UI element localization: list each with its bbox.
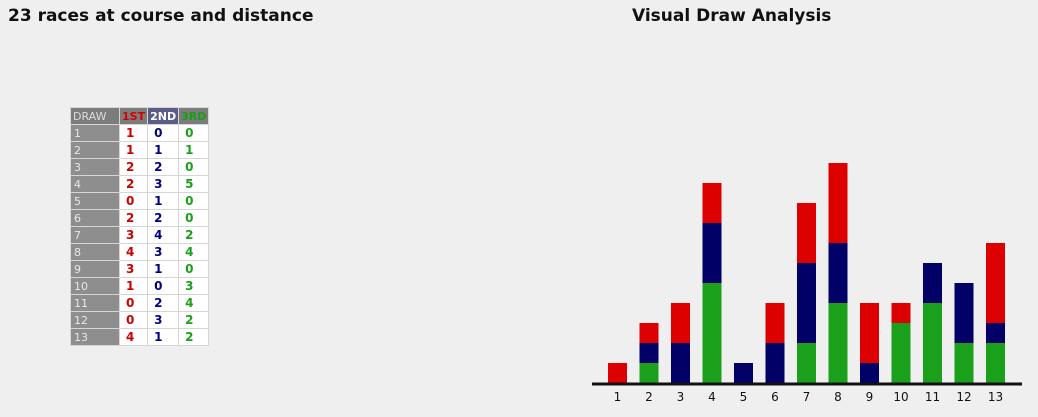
bar-segment-1st-draw-9: [860, 303, 879, 363]
bar-segment-1st-draw-8: [829, 163, 848, 243]
bar-segment-2nd-draw-3: [671, 343, 690, 383]
bar-segment-2nd-draw-8: [829, 243, 848, 303]
x-tick-label: 7: [803, 390, 811, 404]
bar-segment-2nd-draw-12: [955, 283, 974, 343]
x-tick-label: 1: [614, 390, 622, 404]
x-tick-label: 12: [956, 390, 971, 404]
x-tick-label: 9: [866, 390, 874, 404]
x-tick-label: 13: [988, 390, 1003, 404]
x-tick-label: 6: [771, 390, 779, 404]
bar-segment-3rd-draw-2: [640, 363, 659, 383]
bar-segment-2nd-draw-11: [923, 263, 942, 303]
bar-segment-2nd-draw-4: [703, 223, 722, 283]
bar-segment-1st-draw-10: [892, 303, 911, 323]
bar-segment-2nd-draw-5: [734, 363, 753, 383]
bar-segment-1st-draw-6: [766, 303, 785, 343]
bar-segment-3rd-draw-7: [797, 343, 816, 383]
bar-segment-1st-draw-1: [608, 363, 627, 383]
bar-segment-3rd-draw-13: [986, 343, 1005, 383]
bar-segment-1st-draw-4: [703, 183, 722, 223]
x-tick-label: 10: [893, 390, 908, 404]
x-tick-label: 2: [645, 390, 653, 404]
bar-segment-2nd-draw-7: [797, 263, 816, 343]
bar-segment-2nd-draw-6: [766, 343, 785, 383]
bar-segment-3rd-draw-11: [923, 303, 942, 383]
bar-segment-2nd-draw-13: [986, 323, 1005, 343]
bar-segment-1st-draw-2: [640, 323, 659, 343]
x-tick-label: 5: [740, 390, 748, 404]
bar-segment-3rd-draw-4: [703, 283, 722, 383]
bar-segment-1st-draw-3: [671, 303, 690, 343]
bar-segment-2nd-draw-2: [640, 343, 659, 363]
bar-segment-3rd-draw-10: [892, 323, 911, 383]
x-tick-label: 4: [708, 390, 716, 404]
x-tick-label: 11: [925, 390, 940, 404]
bar-segment-1st-draw-7: [797, 203, 816, 263]
x-tick-label: 8: [834, 390, 842, 404]
bar-segment-1st-draw-13: [986, 243, 1005, 323]
bar-segment-3rd-draw-8: [829, 303, 848, 383]
x-tick-label: 3: [677, 390, 685, 404]
bar-segment-2nd-draw-9: [860, 363, 879, 383]
bar-segment-3rd-draw-12: [955, 343, 974, 383]
